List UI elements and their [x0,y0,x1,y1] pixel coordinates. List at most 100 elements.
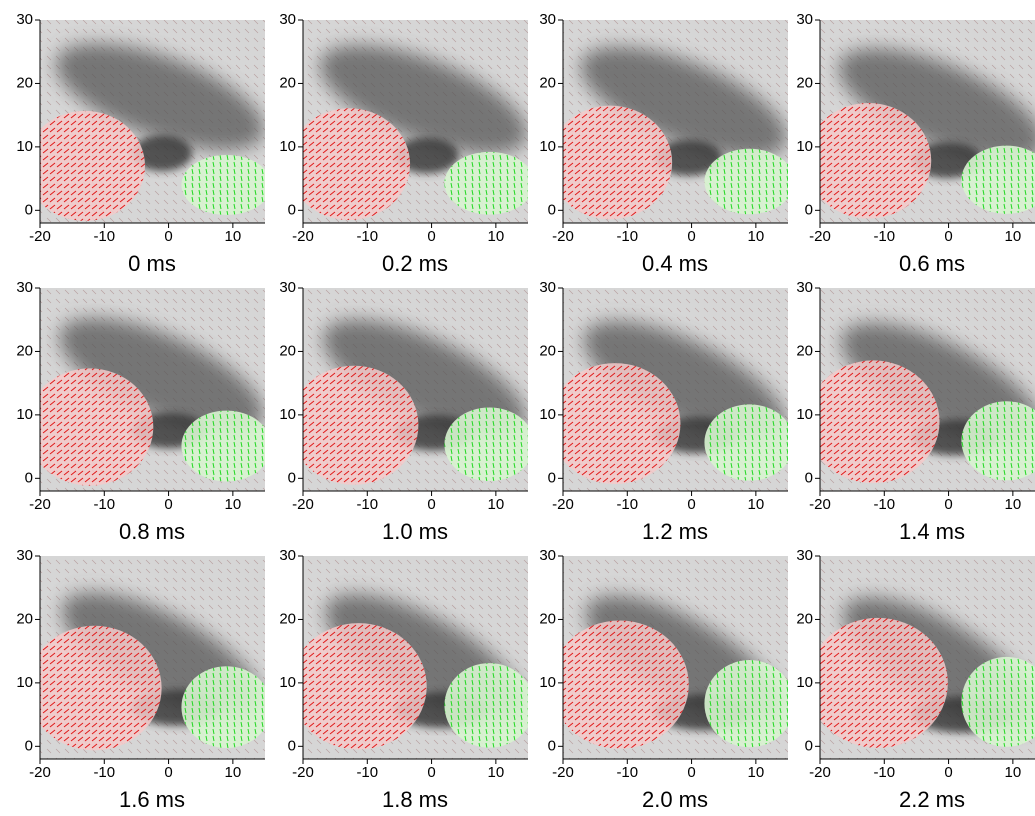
flow-image [289,288,541,491]
flow-image [806,20,1035,223]
y-tick-label: 20 [796,342,813,359]
y-tick-label: 10 [279,674,296,691]
y-tick-label: 30 [279,547,296,564]
red-vectors [290,623,426,749]
green-vectors [181,411,271,482]
x-tick-label: 10 [225,228,242,245]
y-tick-label: 30 [539,279,556,296]
panel-label: 0 ms [128,251,176,276]
x-tick-label: 0 [687,228,695,245]
x-tick-label: 0 [427,764,435,781]
x-tick-label: 0 [944,228,952,245]
x-tick-label: -20 [292,764,314,781]
panel: -20-1001001020302.0 ms [539,547,799,812]
x-tick-label: -20 [552,496,574,513]
x-tick-label: 0 [427,228,435,245]
y-tick-label: 30 [539,11,556,28]
panel-label: 1.6 ms [119,787,185,812]
y-tick-label: 20 [16,342,33,359]
red-vectors [808,618,948,748]
panel-label: 2.2 ms [899,787,965,812]
x-tick-label: -20 [29,228,51,245]
y-tick-label: 30 [16,279,33,296]
x-tick-label: -10 [873,496,895,513]
x-tick-label: -20 [809,496,831,513]
red-vectors [27,626,162,751]
x-tick-label: -10 [873,764,895,781]
flow-image [808,556,1035,759]
y-tick-label: 0 [548,737,556,754]
green-vectors [444,407,534,481]
red-vectors [806,103,931,218]
y-tick-label: 10 [279,138,296,155]
flow-image [25,20,277,223]
x-tick-label: -10 [93,228,115,245]
x-tick-label: -20 [29,496,51,513]
x-tick-label: 10 [225,496,242,513]
x-tick-label: -10 [93,764,115,781]
red-vectors [26,368,153,485]
panel: -20-1001001020302.2 ms [796,547,1035,812]
x-tick-label: 0 [944,496,952,513]
y-tick-label: 0 [548,469,556,486]
y-tick-label: 20 [539,610,556,627]
x-tick-label: 10 [225,764,242,781]
green-vectors [444,152,534,215]
x-tick-label: -20 [552,764,574,781]
y-tick-label: 0 [25,737,33,754]
y-tick-label: 10 [539,674,556,691]
y-tick-label: 10 [16,674,33,691]
x-tick-label: 10 [1005,764,1022,781]
panel-label: 0.2 ms [382,251,448,276]
x-tick-label: 10 [748,496,765,513]
y-tick-label: 30 [16,547,33,564]
x-tick-label: -20 [292,228,314,245]
y-tick-label: 0 [805,469,813,486]
y-tick-label: 30 [279,279,296,296]
x-tick-label: 10 [488,228,505,245]
y-tick-label: 10 [796,406,813,423]
red-vectors [549,106,673,220]
red-vectors [289,366,418,485]
y-tick-label: 20 [16,74,33,91]
flow-image [288,20,540,223]
panel: -20-1001001020301.2 ms [539,279,801,544]
flow-image [549,20,801,223]
x-tick-label: 10 [748,764,765,781]
y-tick-label: 30 [16,11,33,28]
y-tick-label: 30 [539,547,556,564]
panel: -20-1001001020301.6 ms [16,547,277,812]
panel: -20-1001001020300.2 ms [279,11,540,276]
y-tick-label: 0 [288,737,296,754]
y-tick-label: 10 [539,138,556,155]
green-vectors [444,663,534,748]
x-tick-label: 10 [1005,228,1022,245]
flow-image [26,288,278,491]
y-tick-label: 0 [25,469,33,486]
red-vectors [551,621,689,749]
x-tick-label: 10 [488,764,505,781]
x-tick-label: -10 [616,228,638,245]
x-tick-label: -10 [356,496,378,513]
y-tick-label: 0 [288,469,296,486]
x-tick-label: 10 [748,228,765,245]
figure: -20 -10 0 10 0 10 20 30 0 ms -20 -10 0 10 0 10 20 30 0.2 … [0,0,1035,816]
y-tick-label: 20 [796,74,813,91]
x-tick-label: -20 [29,764,51,781]
y-tick-label: 20 [539,342,556,359]
y-tick-label: 10 [539,406,556,423]
y-tick-label: 20 [279,610,296,627]
y-tick-label: 30 [796,547,813,564]
panel-label: 1.4 ms [899,519,965,544]
red-vectors [807,360,940,483]
flow-image [807,288,1035,491]
red-vectors [25,111,145,221]
panel-label: 1.0 ms [382,519,448,544]
y-tick-label: 0 [288,201,296,218]
x-tick-label: -20 [292,496,314,513]
